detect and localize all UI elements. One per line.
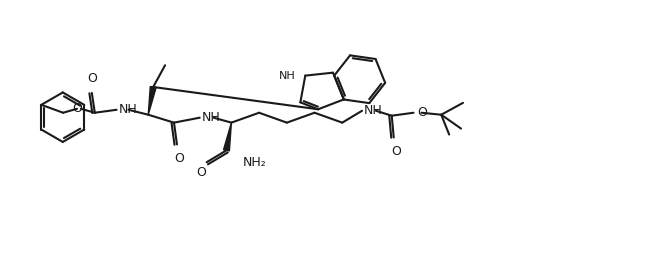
Text: O: O [418,106,428,119]
Text: NH: NH [202,111,220,124]
Text: NH: NH [278,71,296,81]
Text: O: O [72,102,82,115]
Text: O: O [174,152,184,165]
Text: O: O [87,72,97,85]
Text: O: O [391,146,401,158]
Text: NH: NH [119,103,137,116]
Text: NH: NH [364,104,383,117]
Polygon shape [224,123,231,151]
Text: NH₂: NH₂ [242,156,266,169]
Text: O: O [196,166,206,179]
Polygon shape [149,86,156,115]
